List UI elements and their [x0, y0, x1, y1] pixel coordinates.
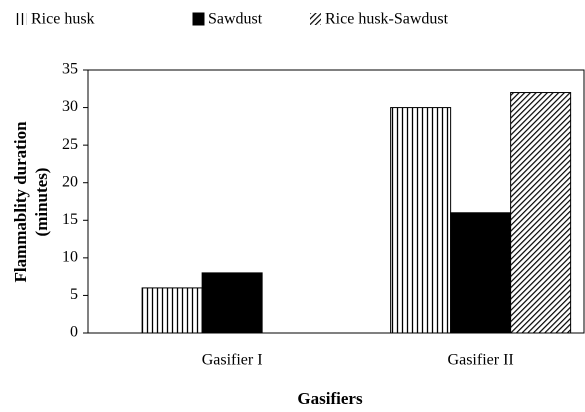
bar — [201, 272, 263, 334]
bar — [141, 287, 203, 334]
legend-label: Rice husk — [31, 11, 95, 28]
legend-swatch — [16, 13, 27, 25]
x-axis-title: Gasifiers — [297, 389, 363, 408]
bar — [450, 212, 512, 334]
bar — [390, 107, 452, 334]
y-tick-label: 35 — [62, 61, 78, 78]
y-tick-label: 0 — [70, 324, 78, 341]
plot-frame — [87, 69, 585, 334]
x-tick-label: Gasifier I — [202, 352, 263, 369]
y-axis-title: (minutes) — [32, 168, 51, 237]
y-tick-label: 25 — [62, 136, 78, 153]
legend-swatch — [192, 12, 205, 26]
y-tick-label: 10 — [62, 249, 78, 266]
y-axis-title: Flammablity duration — [11, 121, 30, 283]
legend-label: Rice husk-Sawdust — [325, 11, 449, 28]
legend-label: Sawdust — [208, 11, 263, 28]
legend-swatch — [310, 13, 321, 25]
y-tick-label: 20 — [62, 173, 78, 190]
bar — [510, 92, 572, 334]
y-tick-label: 30 — [62, 98, 78, 115]
y-tick-label: 15 — [62, 211, 78, 228]
x-tick-label: Gasifier II — [448, 352, 514, 369]
y-tick-label: 5 — [70, 286, 78, 303]
